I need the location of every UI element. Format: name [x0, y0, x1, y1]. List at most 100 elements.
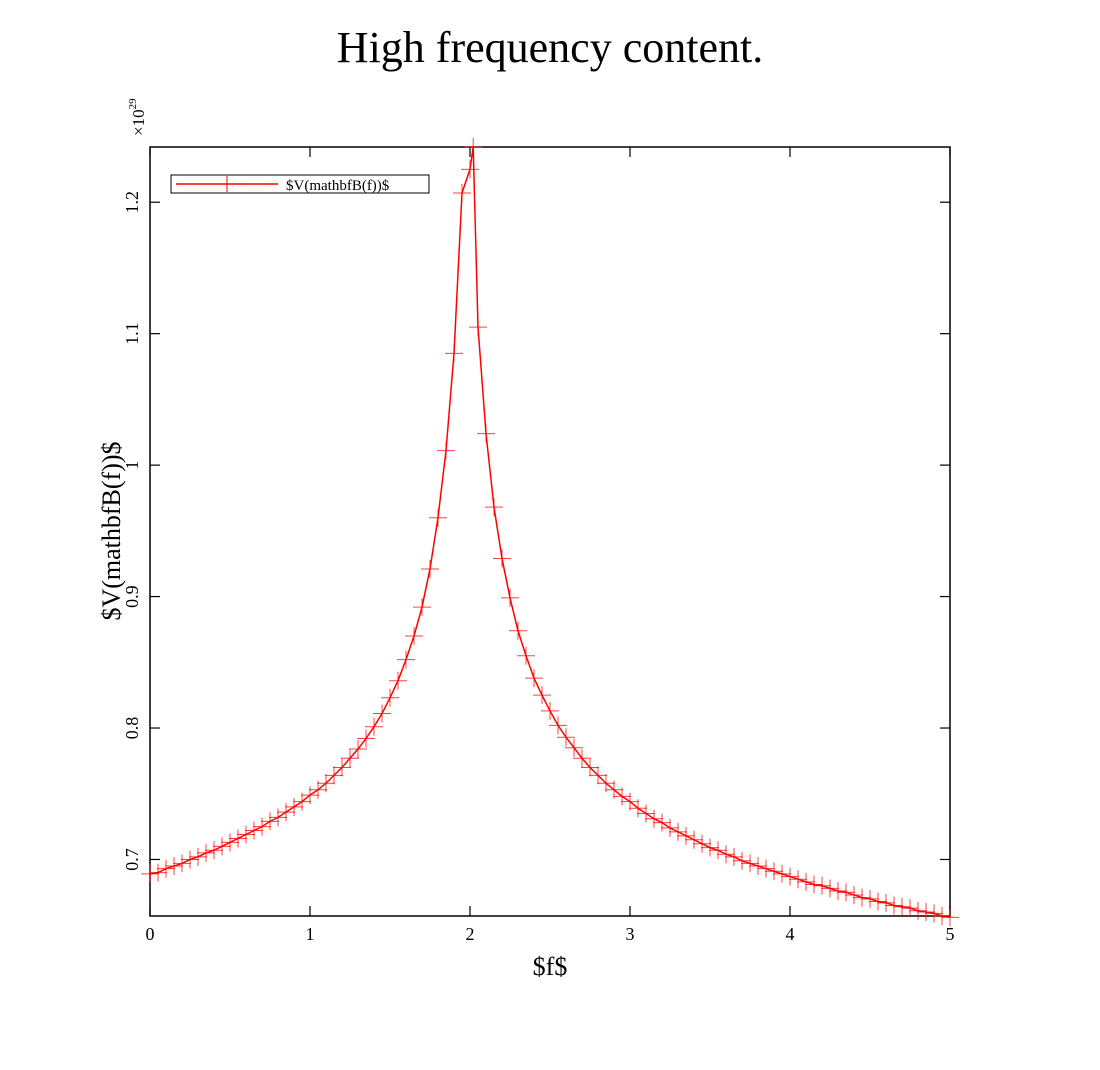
- legend-label: $V(mathbfB(f))$: [286, 178, 390, 194]
- data-point: [325, 766, 343, 785]
- data-point: [909, 901, 927, 920]
- data-point: [477, 424, 495, 443]
- x-axis-label: $f$: [533, 952, 568, 981]
- data-point: [181, 850, 199, 869]
- data-point: [701, 838, 719, 857]
- data-point: [213, 837, 231, 856]
- data-point: [741, 854, 759, 873]
- y-tick-label: 0.7: [122, 848, 142, 871]
- y-multiplier-exponent: 29: [127, 98, 139, 110]
- data-point: [581, 758, 599, 777]
- x-tick-label: 1: [306, 924, 315, 944]
- y-axis-ticks: 0.7 0.8 0.9 1 1.1 1.2: [122, 191, 950, 871]
- data-point: [157, 859, 175, 878]
- svg-text:×1029: ×1029: [127, 98, 148, 136]
- data-point: [205, 841, 223, 860]
- series-markers: [141, 138, 959, 927]
- data-point: [685, 830, 703, 849]
- data-point: [549, 716, 567, 735]
- data-point: [517, 646, 535, 665]
- data-point: [413, 598, 431, 617]
- data-point: [149, 863, 167, 882]
- data-point: [317, 774, 335, 793]
- data-point: [285, 797, 303, 816]
- data-point: [725, 847, 743, 866]
- series-line: [149, 146, 951, 919]
- data-point: [141, 864, 159, 883]
- y-tick-label: 1: [122, 461, 142, 470]
- data-point: [397, 650, 415, 669]
- data-point: [821, 879, 839, 898]
- data-point: [813, 876, 831, 895]
- data-point: [229, 829, 247, 848]
- data-point: [429, 508, 447, 527]
- data-point: [461, 160, 479, 179]
- plot-frame: [149, 146, 951, 917]
- data-point: [365, 717, 383, 736]
- data-point: [261, 812, 279, 831]
- data-point: [749, 857, 767, 876]
- data-point: [253, 817, 271, 836]
- y-axis-multiplier: ×1029: [127, 98, 148, 136]
- data-point: [861, 889, 879, 908]
- data-point: [669, 822, 687, 841]
- data-point: [597, 774, 615, 793]
- data-point: [573, 749, 591, 768]
- data-point: [309, 780, 327, 799]
- data-point: [917, 903, 935, 922]
- data-point: [464, 138, 483, 156]
- data-point: [189, 847, 207, 866]
- data-point: [469, 318, 487, 337]
- data-point: [557, 728, 575, 747]
- y-tick-label: 1.1: [122, 322, 142, 345]
- legend-box: [170, 174, 430, 194]
- data-point: [621, 792, 639, 811]
- data-point: [437, 441, 455, 460]
- data-point: [349, 740, 367, 759]
- data-point: [293, 792, 311, 811]
- data-point: [277, 803, 295, 822]
- data-point: [765, 862, 783, 881]
- data-point: [421, 559, 439, 578]
- data-point: [693, 834, 711, 853]
- data-point: [829, 882, 847, 901]
- data-point: [197, 843, 215, 862]
- data-point: [237, 825, 255, 844]
- x-tick-label: 5: [946, 924, 955, 944]
- data-point: [405, 627, 423, 646]
- data-point: [381, 688, 399, 707]
- data-point: [637, 804, 655, 823]
- y-tick-label: 0.8: [122, 717, 142, 740]
- data-point: [613, 787, 631, 806]
- y-tick-label: 1.2: [122, 191, 142, 214]
- data-point: [773, 864, 791, 883]
- data-point: [245, 821, 263, 840]
- data-point: [901, 899, 919, 918]
- data-point: [853, 888, 871, 907]
- data-point: [333, 758, 351, 777]
- data-point: [789, 870, 807, 889]
- data-point: [485, 498, 503, 517]
- legend: $V(mathbfB(f))$: [170, 174, 430, 194]
- data-point: [677, 826, 695, 845]
- data-point: [541, 701, 559, 720]
- data-point: [341, 749, 359, 768]
- plot-area: [141, 138, 959, 927]
- data-point: [509, 621, 527, 640]
- data-point: [525, 669, 543, 688]
- x-tick-label: 4: [786, 924, 795, 944]
- data-point: [781, 867, 799, 886]
- data-point: [501, 588, 519, 607]
- data-point: [797, 872, 815, 891]
- x-tick-label: 0: [146, 924, 155, 944]
- data-point: [269, 808, 287, 827]
- data-point: [645, 809, 663, 828]
- data-point: [453, 184, 471, 203]
- data-point: [805, 875, 823, 894]
- data-point: [653, 813, 671, 832]
- y-axis-label: $V(mathbfB(f))$: [97, 441, 126, 620]
- data-point: [837, 883, 855, 902]
- data-point: [373, 704, 391, 723]
- data-point: [301, 786, 319, 805]
